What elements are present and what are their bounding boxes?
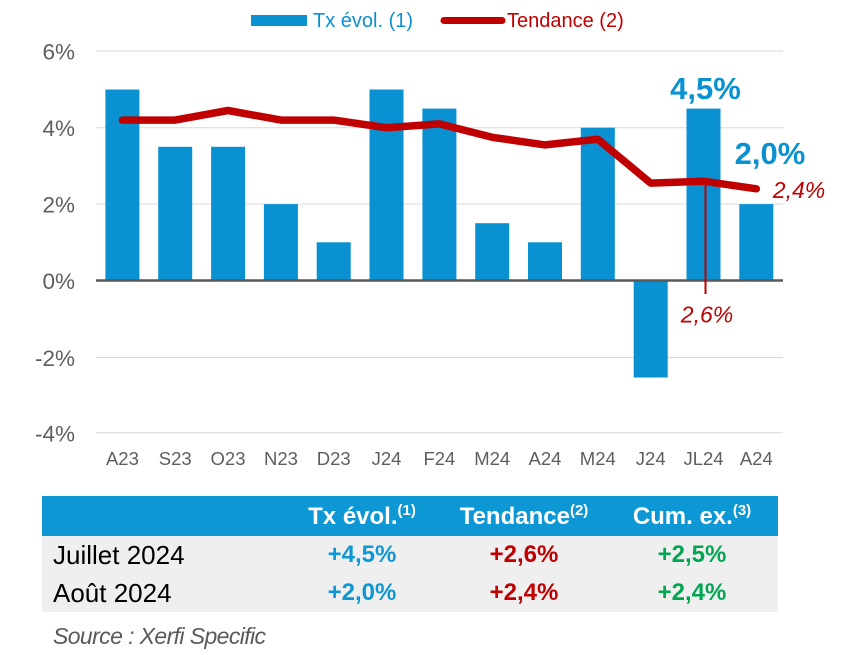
svg-text:2%: 2% [42,193,75,218]
svg-text:A24: A24 [740,448,773,469]
svg-text:M24: M24 [474,448,510,469]
svg-text:-4%: -4% [35,421,75,446]
svg-text:Tendance (2): Tendance (2) [507,10,624,32]
svg-text:S23: S23 [159,448,192,469]
svg-text:J24: J24 [372,448,402,469]
svg-text:D23: D23 [317,448,351,469]
svg-text:N23: N23 [264,448,298,469]
svg-text:J24: J24 [636,448,666,469]
svg-text:4,5%: 4,5% [670,71,741,106]
svg-text:6%: 6% [42,40,75,65]
svg-text:2,0%: 2,0% [735,136,806,171]
svg-text:A23: A23 [106,448,139,469]
svg-text:JL24: JL24 [683,448,723,469]
svg-text:0%: 0% [42,269,75,294]
svg-text:-2%: -2% [35,346,75,371]
svg-text:A24: A24 [529,448,562,469]
svg-text:M24: M24 [580,448,616,469]
svg-text:F24: F24 [423,448,455,469]
svg-text:Tx évol. (1): Tx évol. (1) [313,10,413,32]
svg-text:O23: O23 [211,448,246,469]
svg-text:2,4%: 2,4% [772,177,825,203]
svg-text:4%: 4% [42,116,75,141]
svg-text:2,6%: 2,6% [680,302,733,328]
